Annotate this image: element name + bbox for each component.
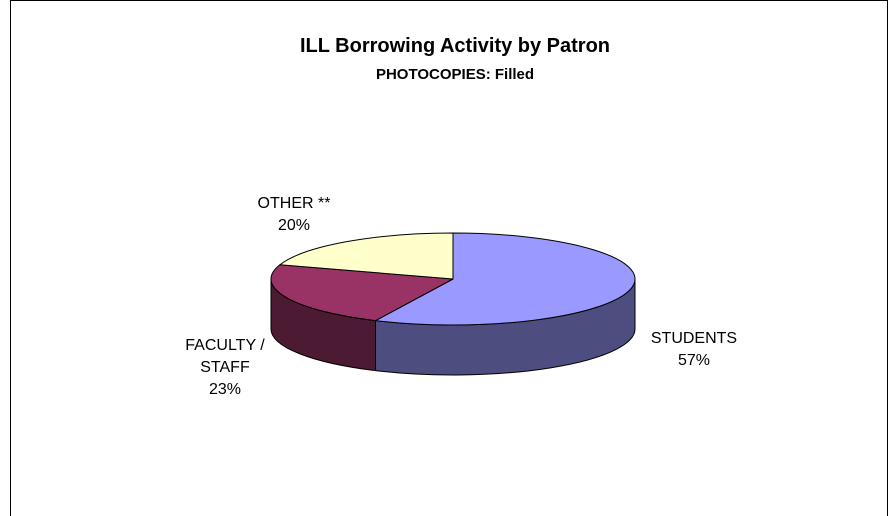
pie-slice-faculty-staff (270, 264, 454, 322)
pie-slice-students (375, 232, 636, 326)
data-label-faculty-staff: FACULTY / STAFF 23% (185, 337, 265, 398)
chart-title: ILL Borrowing Activity by Patron (300, 35, 610, 57)
pie-slices (270, 232, 636, 376)
data-label-line: 20% (278, 217, 310, 234)
data-label-line: 23% (209, 381, 241, 398)
chart-subtitle: PHOTOCOPIES: Filled (376, 66, 534, 83)
data-label-line: OTHER ** (258, 195, 331, 212)
pie-labels: STUDENTS 57% FACULTY / STAFF 23% OTHER ** 20% (185, 195, 737, 398)
data-label-line: STAFF (200, 359, 250, 376)
data-label-students: STUDENTS 57% (651, 330, 737, 369)
data-label-line: STUDENTS (651, 330, 737, 347)
pie-slice-other (279, 232, 454, 280)
data-label-other: OTHER ** 20% (258, 195, 331, 234)
data-label-line: FACULTY / (185, 337, 265, 354)
data-label-line: 57% (678, 352, 710, 369)
